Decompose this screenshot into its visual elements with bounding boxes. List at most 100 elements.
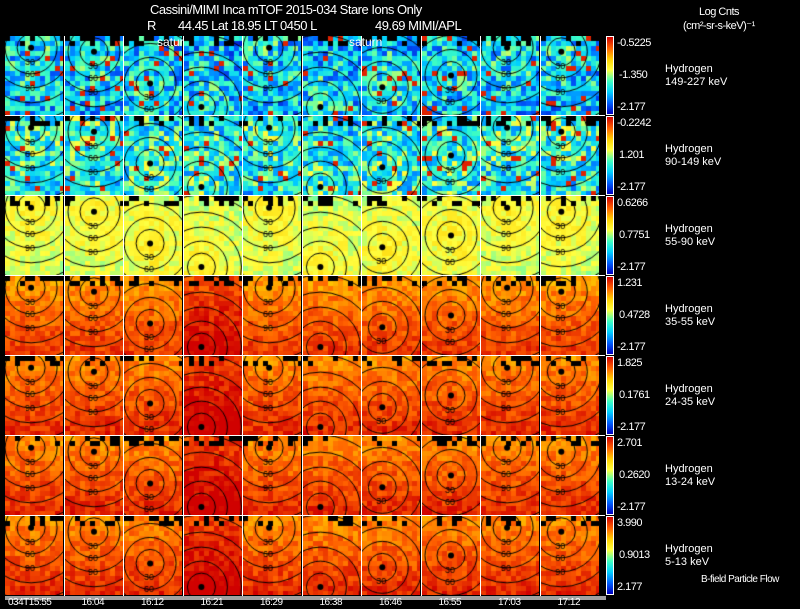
energy-range: 5-13 keV [665,556,710,568]
heatmap-panel [302,356,361,435]
heatmap-panel [243,196,301,275]
units-title: Log Cnts [699,6,740,18]
x-tick-label: 17:12 [557,597,581,608]
heatmap-panel [124,36,182,115]
species-label: Hydrogen 90-149 keV [665,143,721,169]
colorbar [606,196,614,275]
panel-divider [5,275,605,276]
colorbar-min-label: -2.177 [617,181,646,193]
plot-title: Cassini/MIMI Inca mTOF 2015-034 Stare Io… [150,2,422,17]
heatmap-panel [421,356,480,435]
colorbar [606,436,614,515]
species-name: Hydrogen [665,383,713,395]
energy-range: 13-24 keV [665,476,716,488]
x-tick-label: 034T15:55 [8,597,52,608]
colorbar-min-label: -2.177 [617,501,646,513]
panel-divider [361,36,362,596]
heatmap-panel [421,36,480,115]
species-name: Hydrogen [665,143,713,155]
heatmap-panel [5,436,63,515]
species-label: Hydrogen 24-35 keV [665,383,715,409]
species-name: Hydrogen [665,63,713,75]
heatmap-panel [481,116,539,195]
heatmap-panel [5,276,63,355]
heatmap-panel [243,516,301,595]
panel-divider [5,515,605,516]
heatmap-panel [64,276,123,355]
heatmap-panel [183,116,242,195]
heatmap-panel [5,116,63,195]
energy-range: 35-55 keV [665,316,716,328]
panel-divider [5,435,605,436]
heatmap-panel [124,356,182,435]
colorbar-mid-label: 0.9013 [619,549,650,561]
heatmap-panel [243,36,301,115]
heatmap-panel [5,356,63,435]
species-name: Hydrogen [665,303,713,315]
heatmap-panel [362,516,420,595]
heatmap-panel [243,356,301,435]
heatmap-panel [64,356,123,435]
colorbar-min-label: -2.177 [617,341,646,353]
colorbar [606,356,614,435]
colorbar-max-label: 1.825 [617,357,643,369]
colorbar-min-label: 2.177 [617,581,643,593]
overlay-label: saturn [349,35,383,49]
heatmap-panel [421,516,480,595]
heatmap-panel [243,436,301,515]
heatmap-panel [540,436,599,515]
panel-divider [420,36,422,596]
colorbar [606,276,614,355]
x-tick-label: 16:29 [260,597,283,608]
heatmap-panel [421,116,480,195]
panel-divider [123,36,124,596]
heatmap-panel [540,196,599,275]
panel-divider [539,36,541,596]
overlay-label: satur [157,35,184,49]
species-label: Hydrogen 55-90 keV [665,223,715,249]
heatmap-panel [64,516,123,595]
panel-divider [5,115,605,116]
heatmap-panel [362,276,420,355]
energy-range: 24-35 keV [665,396,716,408]
r-label: R [147,18,156,33]
heatmap-panel [64,196,123,275]
species-name: Hydrogen [665,223,713,235]
heatmap-panel [302,36,361,115]
heatmap-panel [124,436,182,515]
panel-divider [182,36,184,596]
colorbar-max-label: 0.6266 [617,197,648,209]
lshell-info: 49.69 MIMI/APL [375,18,462,33]
colorbar-max-label: 2.701 [617,437,643,449]
panel-divider [480,36,481,596]
colorbar-min-label: -2.177 [617,421,646,433]
heatmap-panel [362,436,420,515]
flow-legend: B-field Particle Flow [701,574,779,585]
heatmap-panel [124,116,182,195]
colorbar-mid-label: 0.7751 [619,229,650,241]
energy-range: 149-227 keV [665,76,728,88]
panel-divider [63,36,65,596]
heatmap-panel [481,276,539,355]
heatmap-panel [540,516,599,595]
heatmap-panel [183,196,242,275]
colorbar-min-label: -2.177 [617,101,646,113]
heatmap-panel [5,36,63,115]
heatmap-panel [362,356,420,435]
colorbar-max-label: -0.5225 [617,37,651,49]
units-label: (cm²-sr-s-keV)⁻¹ [683,20,755,32]
colorbar-mid-label: 1.201 [619,149,645,161]
colorbar [606,516,614,595]
x-tick-label: 16:04 [81,597,105,608]
heatmap-panel [302,196,361,275]
heatmap-panel [5,516,63,595]
heatmap-panel [481,36,539,115]
colorbar-mid-label: 0.4728 [619,309,650,321]
energy-range: 90-149 keV [665,156,722,168]
heatmap-panel [302,276,361,355]
x-tick-label: 17:03 [498,597,521,608]
heatmap-panel [124,196,182,275]
heatmap-panel [5,196,63,275]
x-tick-label: 16:21 [200,597,224,608]
time-axis-bar [5,596,606,600]
